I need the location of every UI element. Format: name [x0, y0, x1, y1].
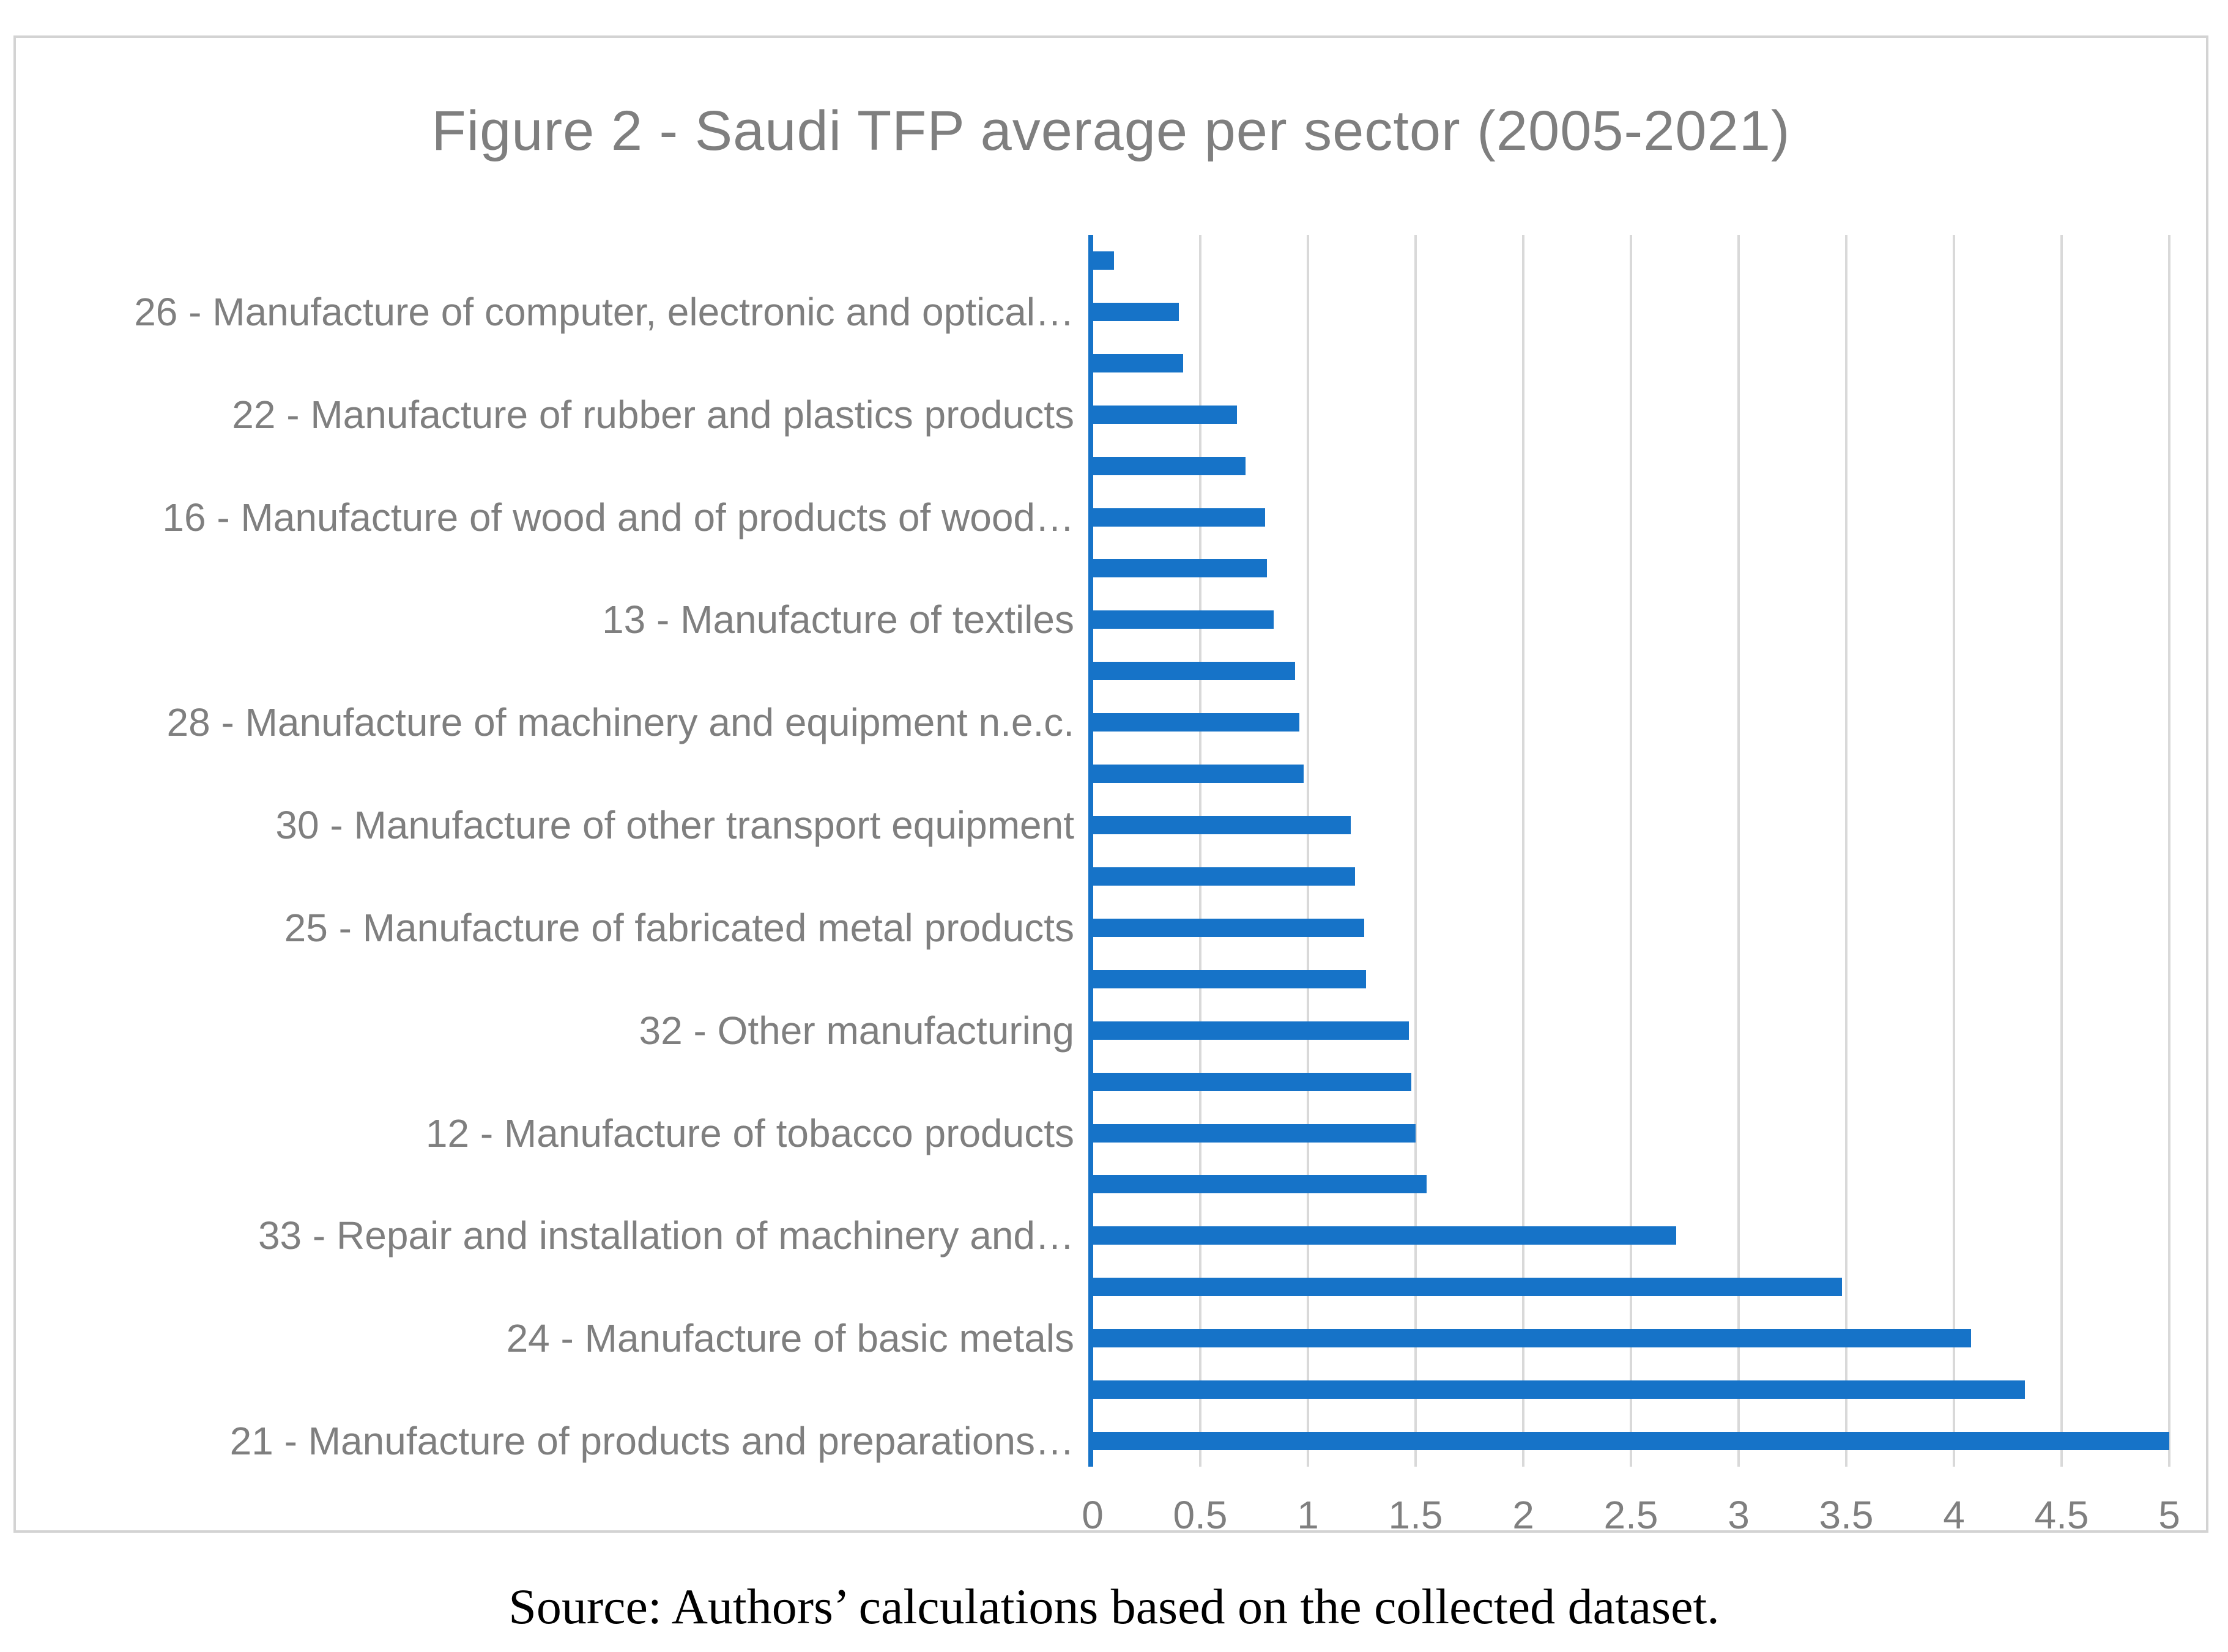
bar: [1093, 918, 1364, 937]
x-tick-label: 2.5: [1603, 1493, 1658, 1537]
gridline: [1845, 235, 1847, 1467]
plot-area: 26 - Manufacture of computer, electronic…: [134, 235, 2180, 1536]
x-tick-label: 5: [2158, 1493, 2180, 1537]
bar: [1093, 816, 1351, 835]
category-label: 24 - Manufacture of basic metals: [506, 1316, 1074, 1361]
gridline: [2060, 235, 2063, 1467]
x-tick-label: 2: [1512, 1493, 1534, 1537]
x-tick-label: 4.5: [2034, 1493, 2089, 1537]
gridline: [2168, 235, 2170, 1467]
gridline: [1307, 235, 1309, 1467]
bar: [1093, 969, 1367, 988]
bar: [1093, 1072, 1411, 1091]
category-label: 32 - Other manufacturing: [639, 1008, 1074, 1053]
bar: [1093, 302, 1179, 321]
bar: [1093, 1329, 1972, 1348]
bar: [1093, 610, 1274, 629]
bar: [1093, 1432, 2169, 1451]
gridline: [1630, 235, 1632, 1467]
figure-border: Figure 2 - Saudi TFP average per sector …: [13, 35, 2208, 1536]
category-label: 13 - Manufacture of textiles: [602, 598, 1074, 642]
x-tick-label: 3: [1728, 1493, 1750, 1537]
category-label: 28 - Manufacture of machinery and equipm…: [166, 700, 1075, 745]
category-label: 21 - Manufacture of products and prepara…: [229, 1419, 1074, 1464]
bar: [1093, 713, 1299, 732]
gridline: [1737, 235, 1740, 1467]
x-tick-label: 1: [1297, 1493, 1319, 1537]
bar: [1093, 508, 1265, 527]
chart-title: Figure 2 - Saudi TFP average per sector …: [431, 100, 1791, 162]
x-tick-label: 0.5: [1173, 1493, 1228, 1537]
x-tick-label: 1.5: [1388, 1493, 1443, 1537]
gridline: [1953, 235, 1955, 1467]
bar: [1093, 1021, 1409, 1040]
gridline: [1522, 235, 1524, 1467]
x-tick-label: 3.5: [1819, 1493, 1874, 1537]
category-label: 22 - Manufacture of rubber and plastics …: [232, 392, 1074, 437]
bar: [1093, 1380, 2026, 1399]
bar: [1093, 559, 1268, 578]
category-axis-line: [1088, 235, 1093, 1467]
category-label: 25 - Manufacture of fabricated metal pro…: [284, 905, 1074, 950]
bar: [1093, 456, 1246, 475]
bar: [1093, 1124, 1416, 1143]
bar: [1093, 1226, 1676, 1245]
bar: [1093, 251, 1115, 270]
bar: [1093, 354, 1183, 372]
category-label: 12 - Manufacture of tobacco products: [425, 1111, 1074, 1155]
category-label: 33 - Repair and installation of machiner…: [258, 1213, 1074, 1258]
bar: [1093, 662, 1295, 681]
gridline: [1199, 235, 1201, 1467]
bar: [1093, 765, 1304, 783]
bar: [1093, 867, 1356, 886]
category-label: 30 - Manufacture of other transport equi…: [275, 803, 1074, 848]
bar: [1093, 1278, 1842, 1297]
x-tick-label: 0: [1082, 1493, 1104, 1537]
x-tick-label: 4: [1943, 1493, 1965, 1537]
bar: [1093, 1175, 1427, 1194]
category-label: 16 - Manufacture of wood and of products…: [162, 495, 1074, 539]
gridline: [1414, 235, 1417, 1467]
category-label: 26 - Manufacture of computer, electronic…: [134, 289, 1074, 334]
bar: [1093, 405, 1237, 424]
source-caption: Source: Authors’ calculations based on t…: [508, 1579, 1720, 1634]
